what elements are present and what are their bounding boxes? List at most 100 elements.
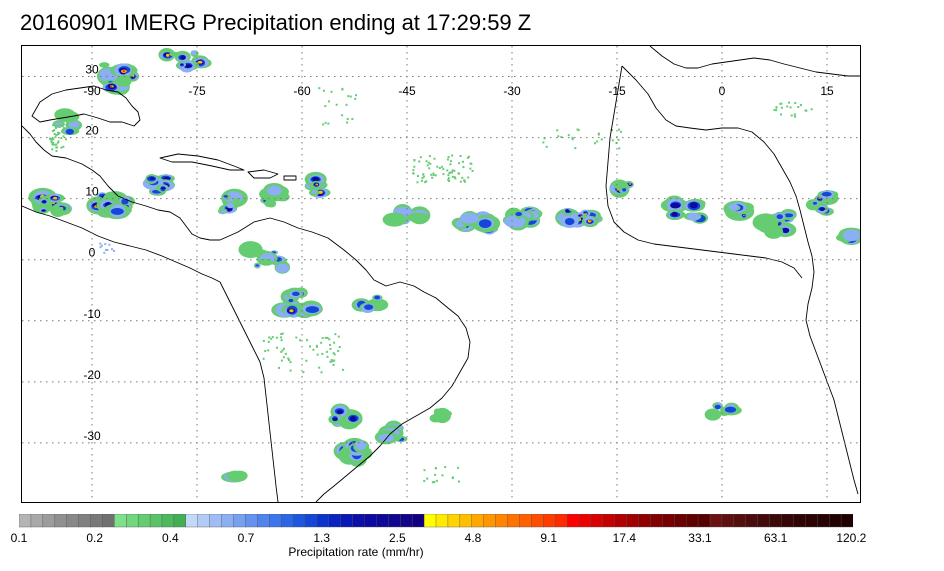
precip-speck [422,175,425,178]
coastline-central-america [22,205,221,283]
precip-speck [270,337,273,340]
precip-speck [55,134,58,137]
precip-speck [316,353,319,356]
precip-cell [42,200,46,204]
colorbar-tick-label: 17.4 [612,531,637,545]
precip-speck [56,125,59,128]
precip-cell [264,200,273,207]
precip-cell [315,184,318,186]
colorbar-swatch [507,514,520,528]
precip-speck [341,87,344,90]
precip-speck [451,154,454,157]
precip-speck [416,175,419,178]
precip-cell [266,185,282,196]
precip-speck [438,167,441,170]
precip-speck [793,113,796,116]
precip-cell [363,304,374,310]
precip-speck [799,104,802,107]
precip-speck [448,171,451,174]
precip-speck [103,251,106,254]
precip-cell [724,406,737,413]
precip-speck [610,129,613,132]
precip-cell [783,213,794,218]
precip-speck [312,348,315,351]
precip-speck [56,141,59,144]
precip-speck [321,352,324,355]
precip-speck [51,148,54,151]
precip-speck [567,134,570,137]
colorbar-swatch [197,514,211,528]
precip-speck [271,336,274,339]
colorbar-tick-label: 4.8 [464,531,482,545]
precip-speck [422,173,425,176]
precip-speck [58,132,61,135]
precip-speck [326,355,329,358]
precip-cell [122,70,126,73]
precip-speck [471,169,474,172]
precip-cell [714,404,721,410]
precip-cell [54,108,76,122]
precip-speck [341,368,344,371]
precip-cell [622,188,627,192]
latitude-label: 20 [85,124,99,138]
precip-cell [728,203,739,211]
precip-cell [742,215,745,217]
precip-speck [305,359,308,362]
precip-speck [786,105,789,108]
precip-speck [62,126,65,129]
precip-speck [597,132,600,135]
colorbar-swatch [42,514,56,528]
precip-speck [330,90,333,93]
precip-cell [349,416,357,422]
colorbar-swatch [721,514,735,528]
colorbar-swatch [411,514,425,528]
precip-cell [161,187,166,190]
colorbar-swatch [781,514,794,528]
precip-speck [436,165,439,168]
precip-speck [790,114,793,117]
precip-speck [577,129,580,132]
precip-speck [51,143,54,146]
precip-speck [441,165,444,168]
precip-speck [773,108,776,111]
precip-cell [166,53,170,57]
colorbar-swatch [102,514,115,528]
precip-speck [467,176,470,179]
precip-speck [62,145,65,148]
precip-cell [220,210,227,214]
precip-speck [434,174,437,177]
precip-speck [281,349,284,352]
latitude-label: -30 [83,429,101,443]
precip-speck [425,180,428,183]
longitude-label: -60 [293,84,311,98]
colorbar-swatches [19,514,853,528]
precip-cell [180,63,184,66]
precip-speck [280,339,283,342]
colorbar-tick-label: 0.2 [86,531,103,545]
colorbar-swatch [233,514,246,528]
precip-speck [451,169,454,172]
precip-speck [467,155,470,158]
precip-speck [299,339,302,342]
precip-speck [620,130,623,133]
precip-speck [435,479,438,482]
precip-speck [617,128,620,131]
map-title: 20160901 IMERG Precipitation ending at 1… [20,10,532,35]
precip-cell [585,213,587,215]
precip-speck [275,336,278,339]
precip-speck [418,160,421,163]
precip-speck [280,350,283,353]
colorbar-swatch [364,514,377,528]
colorbar-swatch [173,514,187,528]
colorbar-swatch [483,514,497,528]
precip-speck [469,162,472,165]
colorbar-swatch [745,514,759,528]
precip-speck [275,346,278,349]
precip-speck [111,248,114,251]
precip-speck [429,162,432,165]
colorbar-tick-label: 0.4 [161,531,179,545]
colorbar-swatch [840,514,853,528]
precip-cell [317,190,323,194]
precip-speck [60,146,63,149]
precipitation-layer [28,48,860,484]
